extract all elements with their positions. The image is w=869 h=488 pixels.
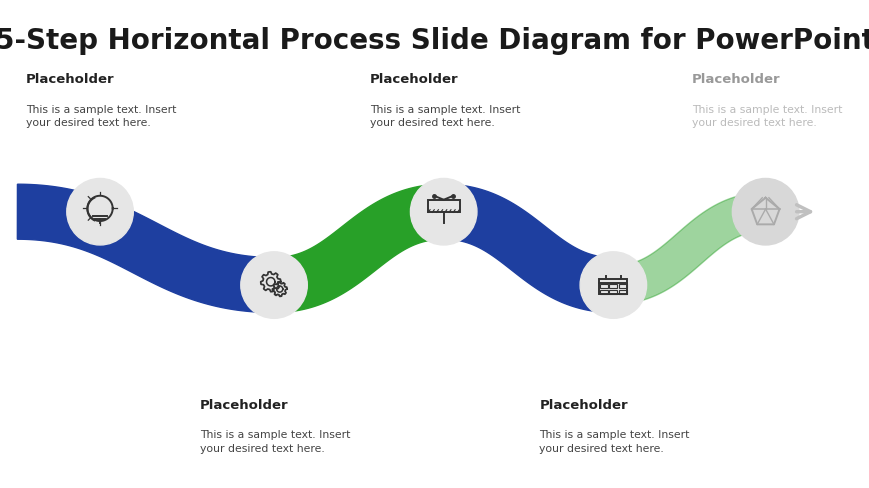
Text: This is a sample text. Insert
your desired text here.: This is a sample text. Insert your desir… <box>26 105 176 128</box>
Circle shape <box>67 179 133 245</box>
Circle shape <box>580 252 646 319</box>
Text: This is a sample text. Insert
your desired text here.: This is a sample text. Insert your desir… <box>200 429 350 452</box>
Circle shape <box>732 179 798 245</box>
Circle shape <box>410 179 476 245</box>
Bar <box>428 201 459 213</box>
Polygon shape <box>613 193 765 305</box>
Text: Placeholder: Placeholder <box>200 398 289 411</box>
Bar <box>600 290 607 294</box>
Text: This is a sample text. Insert
your desired text here.: This is a sample text. Insert your desir… <box>539 429 689 452</box>
Text: This is a sample text. Insert
your desired text here.: This is a sample text. Insert your desir… <box>691 105 841 128</box>
Circle shape <box>241 252 307 319</box>
Bar <box>599 280 627 295</box>
Text: Placeholder: Placeholder <box>539 398 627 411</box>
Polygon shape <box>274 185 443 313</box>
Bar <box>618 290 626 294</box>
Text: 5-Step Horizontal Process Slide Diagram for PowerPoint: 5-Step Horizontal Process Slide Diagram … <box>0 27 869 55</box>
Polygon shape <box>443 185 613 313</box>
Bar <box>608 290 617 294</box>
Text: Placeholder: Placeholder <box>691 73 779 86</box>
Text: Placeholder: Placeholder <box>26 73 115 86</box>
Polygon shape <box>17 185 274 313</box>
Bar <box>608 285 617 288</box>
Text: This is a sample text. Insert
your desired text here.: This is a sample text. Insert your desir… <box>369 105 520 128</box>
Bar <box>600 285 607 288</box>
Bar <box>618 285 626 288</box>
Text: Placeholder: Placeholder <box>369 73 458 86</box>
